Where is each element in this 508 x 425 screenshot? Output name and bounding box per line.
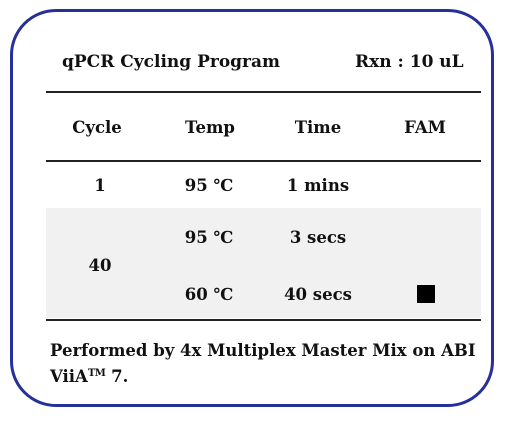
cycle-block-shade [46,208,481,318]
table-row-2-cycle: 40 [88,256,112,275]
column-header-temp: Temp [185,118,235,137]
table-row-2-time: 3 secs [289,228,347,247]
table-row-2-temp: 95 ℃ [184,228,234,247]
table-row-3-time: 40 secs [284,285,352,304]
table-header-rule [46,160,481,162]
table-bottom-rule [46,319,481,321]
trademark-mark: TM [87,368,106,379]
fam-detection-square-icon [417,285,435,303]
table-row-1-temp: 95 ℃ [184,176,234,195]
instrument-note: Performed by 4x Multiplex Master Mix on … [50,339,480,388]
column-header-time: Time [294,118,342,137]
table-row-1-cycle: 1 [94,176,106,195]
program-title: qPCR Cycling Program [62,52,281,72]
reaction-volume: Rxn : 10 uL [355,52,464,72]
column-header-cycle: Cycle [72,118,122,137]
table-row-1-time: 1 mins [286,176,350,195]
instrument-note-end: 7. [105,367,129,386]
instrument-note-text: Performed by 4x Multiplex Master Mix on … [50,341,476,386]
table-top-rule [46,91,481,93]
table-row-3-temp: 60 ℃ [184,285,234,304]
column-header-fam: FAM [404,118,446,137]
